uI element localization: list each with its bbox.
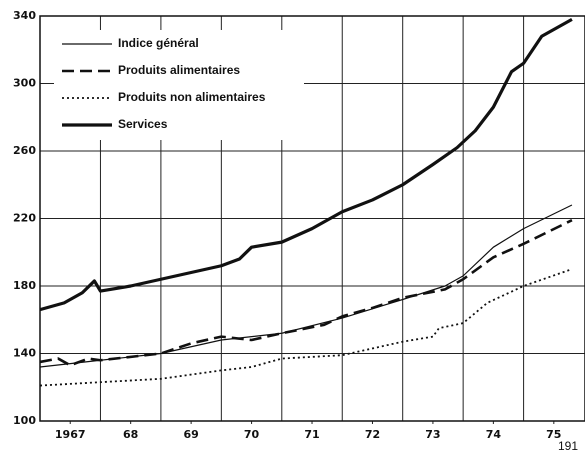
y-tick-label: 180 <box>13 279 36 292</box>
y-tick-label: 340 <box>13 9 36 22</box>
y-tick-label: 140 <box>13 347 36 360</box>
legend-label: Services <box>118 117 168 131</box>
x-tick-label: 69 <box>183 428 198 441</box>
y-tick-label: 300 <box>13 77 36 90</box>
y-tick-label: 100 <box>13 414 36 427</box>
x-tick-label: 70 <box>244 428 260 441</box>
series-line <box>39 17 573 312</box>
page-number: 191 <box>558 439 578 453</box>
plot-frame <box>39 15 585 422</box>
x-tick-label: 74 <box>486 428 502 441</box>
x-tick-label: 73 <box>425 428 440 441</box>
x-tick-label: 75 <box>546 428 561 441</box>
x-tick-label: 1967 <box>55 428 86 441</box>
legend-bg <box>54 30 304 140</box>
x-tick-label: 68 <box>123 428 138 441</box>
legend-label: Indice général <box>118 36 199 50</box>
y-tick-label: 220 <box>13 212 36 225</box>
legend-label: Produits non alimentaires <box>118 90 266 104</box>
x-tick-label: 72 <box>365 428 380 441</box>
legend-label: Produits alimentaires <box>118 63 240 77</box>
series-line <box>39 219 573 367</box>
y-tick-label: 260 <box>13 144 36 157</box>
x-tick-label: 71 <box>304 428 319 441</box>
series-line <box>39 268 573 387</box>
